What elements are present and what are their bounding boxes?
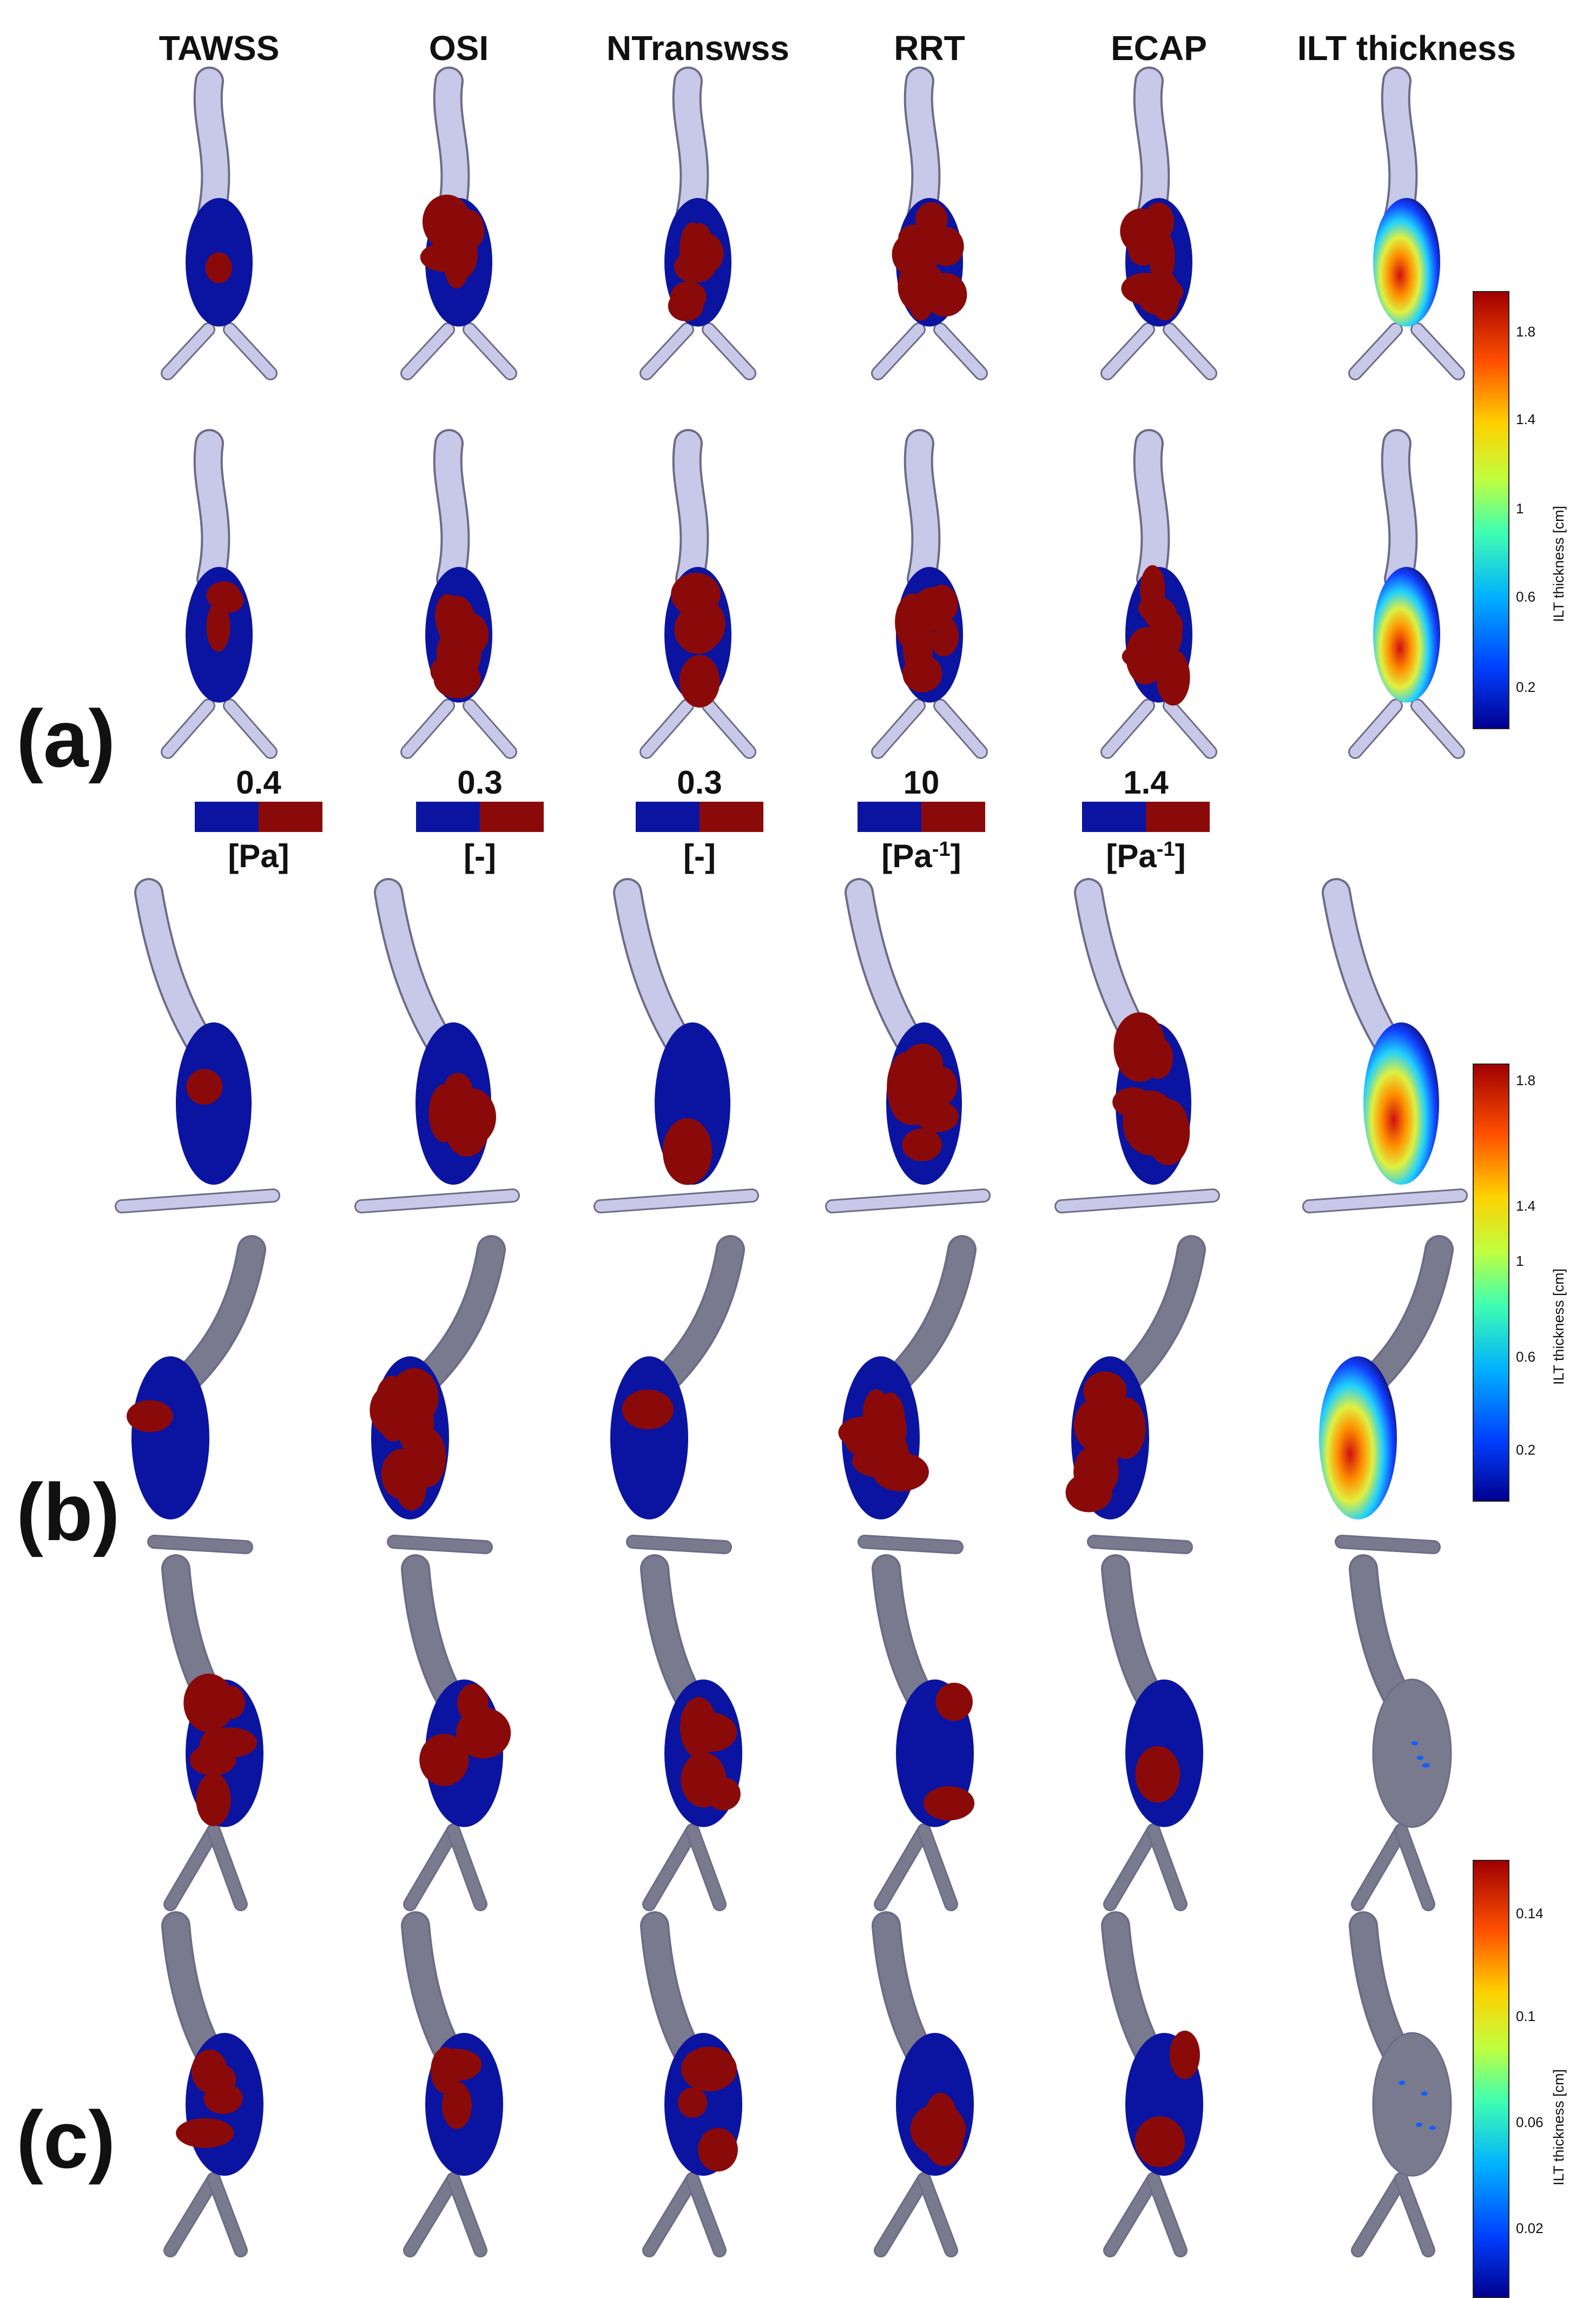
colorbar-tick: 0.2 [1516,679,1536,695]
aneurysm-model [1302,878,1468,1213]
aneurysm-model [639,429,756,759]
aneurysm-model [871,429,988,759]
column-header-ntranswss: NTranswss [606,29,789,68]
aneurysm-model [1101,1554,1203,1911]
colorbar-gradient [1473,1860,1509,2298]
aneurysm-model [370,1235,506,1554]
aneurysm-model [115,878,280,1213]
threshold-unit: [Pa-1] [881,838,961,874]
column-header-ecap: ECAP [1111,29,1207,68]
aneurysm-model [1054,878,1220,1213]
threshold-value: 0.3 [457,764,503,801]
colorbar-tick: 1.8 [1516,323,1536,340]
aneurysm-model [1100,67,1217,380]
aneurysm-model [593,878,759,1213]
threshold-bar [636,802,763,832]
column-header-ilt-thickness: ILT thickness [1297,29,1516,68]
aneurysm-model [639,67,756,380]
colorbar-tick: 1 [1516,500,1524,517]
colorbar-tick: 1.4 [1516,411,1536,427]
panel-label-b: (b) [16,1467,120,1557]
threshold-bar [195,802,322,832]
aneurysm-model [1319,1235,1454,1554]
aneurysm-model [354,878,520,1213]
colorbar-tick: 1.8 [1516,1072,1536,1088]
panel-label-a: (a) [16,693,116,784]
threshold-unit: [Pa-1] [1106,838,1186,874]
column-header-tawss: TAWSS [159,29,280,68]
threshold-unit: [-] [683,838,716,874]
threshold-bar [858,802,985,832]
colorbar-tick: 0.2 [1516,1442,1536,1458]
aneurysm-model [161,1911,263,2257]
aneurysm-model [640,1554,742,1911]
threshold-value: 0.4 [236,764,281,801]
colorbar-tick: 0.14 [1516,1905,1544,1921]
colorbar-tick: 0.1 [1516,2008,1536,2024]
colorbar-gradient [1473,291,1509,729]
aneurysm-model [1348,67,1465,380]
aneurysm-model [401,1911,503,2257]
threshold-value: 0.3 [677,764,722,801]
aneurysm-model [838,1235,977,1554]
aneurysm-model [825,878,991,1213]
colorbar-tick: 1.4 [1516,1198,1536,1214]
panel-label-c: (c) [16,2094,116,2185]
colorbar-tick: 1 [1516,1253,1524,1269]
aneurysm-model [400,429,517,759]
aneurysm-model [872,1554,975,1911]
aneurysm-model [871,67,988,380]
aneurysm-model [1349,1554,1452,1911]
aneurysm-model [610,1235,745,1554]
threshold-unit: [-] [464,838,496,874]
colorbar-tick: 0.02 [1516,2220,1544,2236]
column-header-rrt: RRT [894,29,965,68]
colorbar-tick: 0.6 [1516,589,1536,605]
threshold-bar [416,802,544,832]
aneurysm-model [640,1911,742,2257]
column-header-osi: OSI [428,29,489,68]
threshold-bar [1082,802,1210,832]
aneurysm-model [161,429,278,759]
aneurysm-model [1101,1911,1203,2257]
aneurysm-model [126,1235,266,1554]
aneurysm-model [161,67,278,380]
threshold-unit: [Pa] [228,838,289,874]
threshold-value: 10 [903,764,940,801]
colorbar-tick: 0.6 [1516,1349,1536,1365]
aneurysm-model [161,1554,263,1911]
colorbar-tick: 0.06 [1516,2114,1544,2130]
aneurysm-model [401,1554,511,1911]
aneurysm-model [400,67,517,380]
aneurysm-model [1348,429,1465,759]
aneurysm-model [1065,1235,1206,1554]
threshold-value: 1.4 [1123,764,1169,801]
aneurysm-model [872,1911,974,2257]
aneurysm-model [1100,429,1217,759]
aneurysm-model [1349,1911,1452,2257]
colorbar-gradient [1473,1064,1509,1502]
